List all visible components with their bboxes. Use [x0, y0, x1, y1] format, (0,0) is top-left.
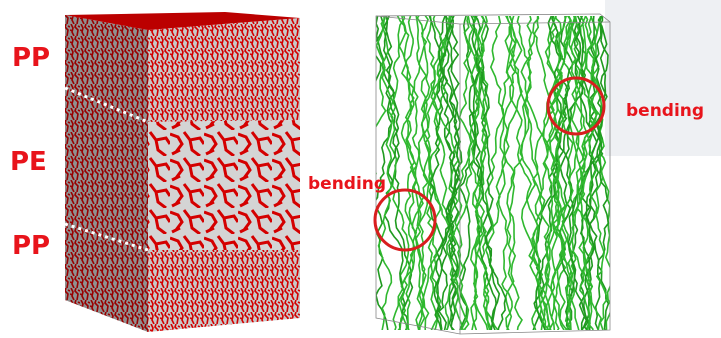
- cube-side-shade: [65, 15, 148, 332]
- layer-label: PP: [12, 43, 50, 73]
- layer-label: PP: [12, 231, 50, 261]
- background-patch: [605, 0, 721, 156]
- cube-top-layer: [148, 18, 300, 122]
- layer-label: PE: [10, 147, 47, 177]
- cube-middle-layer: [148, 120, 300, 250]
- annotation: bending: [626, 101, 704, 121]
- annotation: bending: [308, 174, 386, 194]
- figure: PP PE PP bending bending: [0, 0, 721, 338]
- fiber-network: [353, 14, 614, 338]
- cube: [65, 12, 300, 332]
- cube-bottom-layer: [148, 250, 300, 332]
